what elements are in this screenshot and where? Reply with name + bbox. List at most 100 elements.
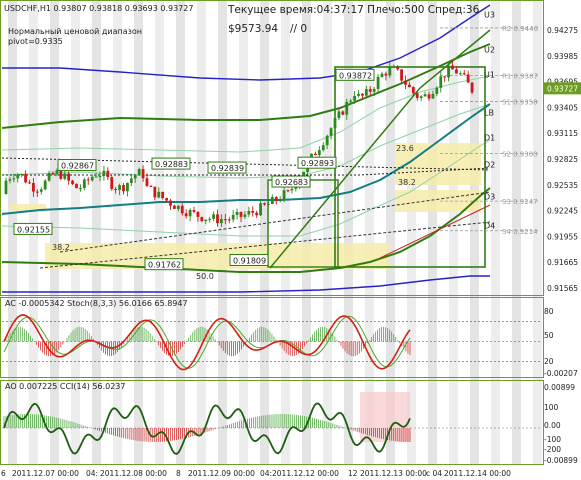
session-stripe	[155, 1, 164, 465]
session-stripe	[344, 1, 353, 465]
candle-body	[423, 94, 427, 97]
candle-body	[161, 191, 165, 199]
candle-body	[4, 180, 8, 194]
price-tag: 0.92867	[61, 162, 94, 171]
price-panel-frame	[0, 0, 544, 296]
stoch-main-line	[3, 314, 411, 371]
price-tick: 0.91665	[547, 258, 578, 267]
current-price: 0.93727	[547, 84, 578, 93]
ao-axis-label: -200	[544, 445, 561, 454]
time-tick: 2011.12.09 00:00	[188, 469, 255, 478]
price-tag: 0.91762	[148, 261, 181, 270]
candle-body	[408, 84, 411, 88]
candle-body	[141, 169, 145, 179]
candle-body	[8, 179, 12, 181]
candle-body	[28, 182, 31, 184]
blue-upper-band	[2, 4, 491, 81]
price-tag: 0.92155	[17, 225, 50, 234]
ao-axis-label: -0.00899	[544, 456, 578, 465]
session-stripe	[113, 1, 122, 465]
ao-panel[interactable]	[2, 392, 540, 455]
price-tick: 0.91955	[547, 232, 578, 241]
price-tag: 0.93872	[339, 71, 372, 80]
candle-body	[114, 189, 118, 191]
candle-body	[20, 173, 24, 175]
candle-body	[333, 118, 337, 129]
time-tick: 2011.12.12 00:00	[272, 469, 339, 478]
session-stripe	[8, 1, 17, 465]
candle-body	[176, 205, 180, 209]
price-tick: 0.93405	[547, 103, 578, 112]
session-stripe	[323, 1, 332, 465]
channel-line-mid	[59, 191, 491, 253]
time-tick: 2011.12.08 00:00	[100, 469, 167, 478]
candle-body	[90, 176, 94, 181]
ao-axis-label: 100	[544, 403, 559, 412]
candle-body	[400, 69, 403, 81]
candle-body	[451, 65, 454, 70]
price-tag: 0.92883	[155, 160, 188, 169]
candle-body	[462, 73, 466, 75]
candle-body	[16, 174, 20, 179]
time-tick: 6	[1, 469, 6, 478]
candle-body	[361, 93, 364, 96]
candle-body	[427, 94, 431, 99]
candle-body	[235, 211, 239, 215]
time-tick: 2011.12.07 00:00	[12, 469, 79, 478]
session-stripe	[386, 1, 395, 465]
symbol-line: USDCHF,H1 0.93807 0.93818 0.93693 0.9372…	[4, 4, 193, 13]
candle-body	[196, 211, 200, 217]
pivot-label: S2 0.9300	[502, 151, 538, 159]
candle-body	[243, 214, 247, 217]
stoch-panel[interactable]	[2, 314, 540, 371]
session-stripe	[134, 1, 143, 465]
stoch-panel-frame	[0, 297, 544, 378]
session-stripe	[470, 1, 479, 465]
candle-body	[110, 177, 114, 190]
candle-body	[188, 210, 192, 217]
candle-body	[314, 153, 317, 156]
candle-body	[286, 190, 290, 192]
price-tag-box	[144, 258, 184, 271]
price-axis-bg	[544, 0, 581, 466]
price-axis: 0.94275 0.93985 0.93695 0.93405 0.93115 0.928…	[544, 0, 581, 466]
fib-label: 38.2	[398, 178, 416, 187]
price-tick: 0.91565	[547, 284, 578, 293]
candle-body	[263, 203, 266, 205]
candle-body	[341, 111, 345, 115]
price-tick: 0.93115	[547, 129, 578, 138]
ao-axis-label: -100	[544, 435, 561, 444]
price-panel[interactable]: U3 R2 0.9440 U2 R1 0.9387 U1 S1 0.9358 LB D1 S2 …	[1, 4, 540, 293]
price-tag-box	[271, 175, 311, 188]
candle-body	[290, 188, 294, 191]
session-stripe	[260, 1, 269, 465]
session-stripe	[218, 1, 227, 465]
price-tick: 0.92245	[547, 207, 578, 216]
green-upper-band	[1, 43, 491, 129]
fib-zone	[10, 204, 46, 212]
candle-body	[145, 178, 149, 186]
candle-body	[39, 189, 43, 192]
price-tag: 0.92683	[275, 178, 308, 187]
session-stripe	[197, 1, 206, 465]
time-tick: 8	[176, 469, 181, 478]
current-price-tag	[544, 82, 581, 95]
candle-body	[223, 219, 227, 221]
price-tick: 0.93985	[547, 52, 578, 61]
candle-body	[102, 170, 106, 177]
candle-body	[396, 66, 400, 70]
candle-body	[165, 198, 168, 201]
stoch-axis-label: 50	[544, 331, 554, 340]
candle-body	[204, 219, 208, 222]
candle-body	[447, 65, 450, 78]
candle-body	[317, 150, 321, 156]
candle-body	[278, 200, 282, 202]
session-stripe	[365, 1, 374, 465]
fib-label: 23.6	[396, 144, 414, 153]
blue-lower-band	[2, 275, 490, 293]
price-tag-box	[335, 68, 375, 81]
price-tag-box	[151, 157, 191, 170]
candle-body	[24, 173, 27, 183]
candle-body	[200, 216, 204, 222]
